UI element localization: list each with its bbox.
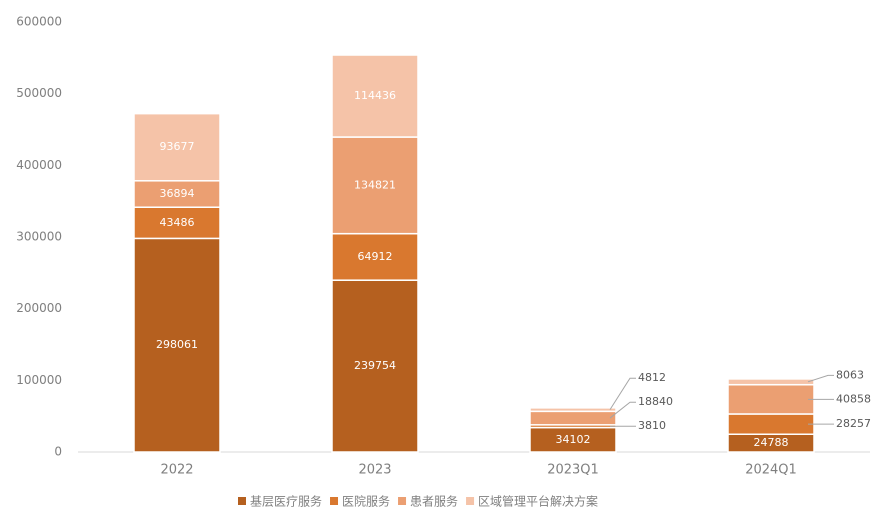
data-label: 239754 — [354, 359, 396, 372]
bar-segment — [331, 279, 419, 453]
y-tick-label: 0 — [54, 445, 62, 459]
bar-segment — [727, 383, 815, 415]
data-label: 40858 — [836, 392, 871, 405]
bar-segment — [529, 426, 617, 453]
leader-line — [609, 377, 636, 410]
legend-label: 医院服务 — [342, 494, 390, 509]
bar-segment — [331, 232, 419, 281]
legend-label: 基层医疗服务 — [250, 494, 322, 509]
data-label: 34102 — [556, 433, 591, 446]
y-tick-label: 300000 — [16, 230, 62, 244]
y-tick-label: 100000 — [16, 373, 62, 387]
bar-segment — [529, 407, 617, 413]
data-label: 8063 — [836, 368, 864, 381]
data-label: 3810 — [638, 419, 666, 432]
data-label: 93677 — [160, 140, 195, 153]
bar-segment — [727, 378, 815, 386]
data-label: 24788 — [754, 436, 789, 449]
legend-label: 患者服务 — [410, 494, 458, 509]
data-label: 18840 — [638, 395, 673, 408]
legend-swatch — [398, 497, 407, 505]
legend-swatch — [238, 497, 246, 505]
y-tick-label: 500000 — [16, 86, 62, 100]
y-tick-label: 200000 — [16, 301, 62, 315]
data-label: 134821 — [354, 178, 396, 191]
bar-segment — [133, 237, 221, 453]
bar-segment — [133, 206, 221, 240]
y-tick-label: 400000 — [16, 158, 62, 172]
data-label: 4812 — [638, 371, 666, 384]
data-label: 43486 — [160, 216, 195, 229]
legend-swatch — [330, 497, 339, 505]
legend-swatch — [466, 497, 475, 505]
bar-segment — [331, 54, 419, 138]
legend-label: 区域管理平台解决方案 — [478, 494, 598, 509]
data-label: 298061 — [156, 338, 198, 351]
leader-line — [609, 401, 636, 419]
bar-segment — [727, 413, 815, 435]
data-label: 114436 — [354, 89, 396, 102]
bar-segment — [529, 410, 617, 426]
y-tick-label: 600000 — [16, 15, 62, 29]
bar-segment — [133, 112, 221, 182]
x-tick-label: 2023Q1 — [547, 463, 599, 478]
data-label: 28257 — [836, 417, 871, 430]
x-tick-label: 2022 — [160, 463, 193, 478]
x-tick-label: 2023 — [358, 463, 391, 478]
x-tick-label: 2024Q1 — [745, 463, 797, 478]
data-label: 64912 — [358, 250, 393, 263]
data-label: 36894 — [160, 187, 195, 200]
leader-line — [807, 374, 834, 383]
bar-segment — [331, 136, 419, 235]
